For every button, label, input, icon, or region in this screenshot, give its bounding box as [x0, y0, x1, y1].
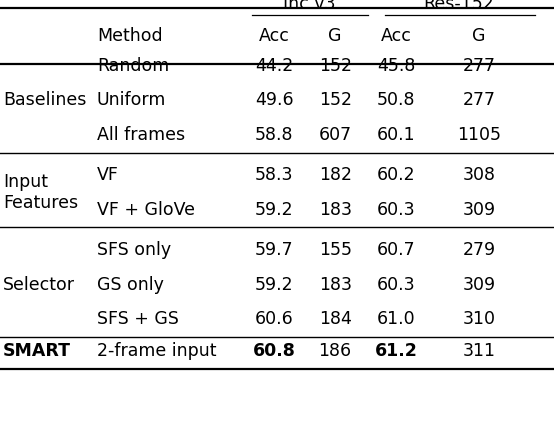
Text: SFS only: SFS only [97, 241, 171, 259]
Text: VF + GloVe: VF + GloVe [97, 201, 195, 219]
Text: 155: 155 [319, 241, 352, 259]
Text: 184: 184 [319, 310, 352, 328]
Text: Res-152: Res-152 [423, 0, 494, 13]
Text: 309: 309 [463, 201, 496, 219]
Text: Inc v3: Inc v3 [283, 0, 335, 13]
Text: 59.2: 59.2 [255, 201, 294, 219]
Text: 607: 607 [319, 126, 352, 144]
Text: 60.7: 60.7 [377, 241, 416, 259]
Text: 152: 152 [319, 57, 352, 75]
Text: 50.8: 50.8 [377, 92, 416, 109]
Text: 186: 186 [319, 342, 352, 360]
Text: 310: 310 [463, 310, 496, 328]
Text: Selector: Selector [3, 276, 75, 293]
Text: GS only: GS only [97, 276, 164, 293]
Text: 58.8: 58.8 [255, 126, 294, 144]
Text: 60.1: 60.1 [377, 126, 416, 144]
Text: 61.2: 61.2 [375, 342, 418, 360]
Text: 2-frame input: 2-frame input [97, 342, 217, 360]
Text: 279: 279 [463, 241, 496, 259]
Text: Method: Method [97, 27, 162, 45]
Text: Uniform: Uniform [97, 92, 166, 109]
Text: Acc: Acc [259, 27, 290, 45]
Text: G: G [473, 27, 486, 45]
Text: G: G [329, 27, 342, 45]
Text: 311: 311 [463, 342, 496, 360]
Text: 152: 152 [319, 92, 352, 109]
Text: 61.0: 61.0 [377, 310, 416, 328]
Text: 60.2: 60.2 [377, 166, 416, 184]
Text: 44.2: 44.2 [255, 57, 294, 75]
Text: 49.6: 49.6 [255, 92, 294, 109]
Text: 59.2: 59.2 [255, 276, 294, 293]
Text: 1105: 1105 [457, 126, 501, 144]
Text: 60.6: 60.6 [255, 310, 294, 328]
Text: 60.3: 60.3 [377, 201, 416, 219]
Text: SMART: SMART [3, 342, 71, 360]
Text: Acc: Acc [381, 27, 412, 45]
Text: VF: VF [97, 166, 119, 184]
Text: 277: 277 [463, 92, 496, 109]
Text: Random: Random [97, 57, 169, 75]
Text: 45.8: 45.8 [377, 57, 416, 75]
Text: 60.8: 60.8 [253, 342, 296, 360]
Text: All frames: All frames [97, 126, 185, 144]
Text: 59.7: 59.7 [255, 241, 294, 259]
Text: 58.3: 58.3 [255, 166, 294, 184]
Text: Input
Features: Input Features [3, 173, 78, 212]
Text: 308: 308 [463, 166, 496, 184]
Text: SFS + GS: SFS + GS [97, 310, 179, 328]
Text: 309: 309 [463, 276, 496, 293]
Text: 183: 183 [319, 201, 352, 219]
Text: Baselines: Baselines [3, 92, 86, 109]
Text: 183: 183 [319, 276, 352, 293]
Text: 60.3: 60.3 [377, 276, 416, 293]
Text: 182: 182 [319, 166, 352, 184]
Text: 277: 277 [463, 57, 496, 75]
